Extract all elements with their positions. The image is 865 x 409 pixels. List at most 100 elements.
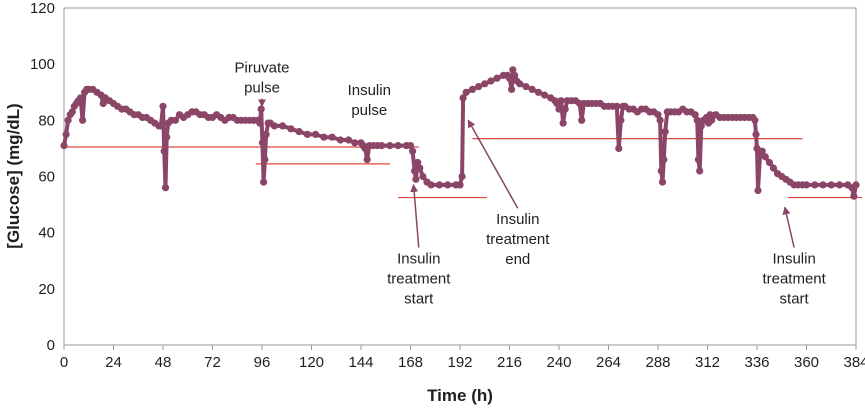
data-point <box>827 181 835 189</box>
data-point <box>693 116 701 124</box>
data-point <box>802 181 811 189</box>
annotation-label: Insulin <box>772 251 815 268</box>
data-point <box>414 158 422 167</box>
data-point <box>159 102 167 110</box>
x-tick-label: 192 <box>447 354 472 371</box>
data-point <box>769 164 778 172</box>
data-point <box>303 130 311 138</box>
data-point <box>475 83 483 91</box>
data-point <box>378 142 386 150</box>
data-point <box>660 156 668 164</box>
threshold-lines <box>64 137 863 199</box>
data-point <box>345 136 353 144</box>
annotation-label: pulse <box>244 80 280 97</box>
data-point <box>555 105 563 113</box>
data-point <box>456 181 464 189</box>
glucose-series <box>60 66 860 200</box>
data-point <box>708 116 716 124</box>
data-point <box>76 94 85 102</box>
data-point <box>444 181 452 189</box>
data-point <box>79 116 87 124</box>
data-point <box>752 130 760 138</box>
y-tick-label: 40 <box>38 225 55 242</box>
y-axis-title: [Glucose] (mg/dL) <box>4 103 23 248</box>
data-point <box>435 181 443 189</box>
annotation-label: Insulin <box>496 211 539 228</box>
x-tick-label: 336 <box>744 354 769 371</box>
x-tick-label: 312 <box>695 354 720 371</box>
data-point <box>320 133 328 141</box>
annotation-label: treatment <box>387 271 451 288</box>
data-point <box>754 186 762 195</box>
annotation-label: Insulin <box>397 251 440 268</box>
annotation-label: Piruvate <box>234 60 289 77</box>
data-point <box>691 111 699 119</box>
data-point <box>161 184 170 192</box>
data-point <box>386 142 394 150</box>
data-point <box>696 167 704 175</box>
annotation-label: Insulin <box>348 82 391 99</box>
data-point <box>262 130 270 138</box>
y-tick-label: 80 <box>38 112 55 129</box>
data-point <box>412 175 420 183</box>
data-point <box>661 128 669 136</box>
data-point <box>270 122 278 130</box>
data-point <box>394 142 402 150</box>
data-point <box>60 142 68 150</box>
y-tick-label: 20 <box>38 281 55 298</box>
data-point <box>615 144 623 152</box>
y-tick-label: 0 <box>47 337 55 354</box>
x-tick-label: 264 <box>596 354 621 371</box>
data-point <box>559 119 567 127</box>
data-point <box>613 102 621 110</box>
annotation-label: start <box>404 291 434 308</box>
data-point <box>578 116 586 124</box>
data-point <box>522 83 530 91</box>
data-point <box>654 111 662 119</box>
x-tick-label: 48 <box>155 354 172 371</box>
data-point <box>516 80 524 88</box>
x-axis-title: Time (h) <box>427 386 493 405</box>
data-point <box>363 156 371 164</box>
data-point <box>493 74 501 82</box>
data-point <box>852 181 860 189</box>
data-point <box>835 181 844 189</box>
annotation-label: end <box>505 251 530 268</box>
x-tick-label: 0 <box>60 354 68 371</box>
data-point <box>351 139 359 147</box>
data-point <box>336 136 344 144</box>
x-axis-ticks: 0 24 48 72 96 120 144 168 192 216 240 264 288 312 336 3… <box>60 345 865 371</box>
y-tick-label: 120 <box>30 0 55 17</box>
data-point <box>706 111 714 119</box>
data-point <box>427 181 435 189</box>
data-point <box>617 116 625 124</box>
data-point <box>751 116 759 124</box>
data-point <box>819 181 827 189</box>
data-point <box>509 66 517 74</box>
data-point <box>157 122 165 130</box>
annotation-arrow <box>782 206 795 248</box>
data-point <box>459 94 467 102</box>
x-tick-label: 144 <box>348 354 373 371</box>
annotation-label: pulse <box>351 102 387 119</box>
data-point <box>260 178 268 186</box>
y-tick-label: 60 <box>38 169 55 186</box>
data-point <box>62 130 70 138</box>
data-point <box>160 147 168 155</box>
x-tick-label: 120 <box>299 354 324 371</box>
data-point <box>163 133 171 141</box>
data-point <box>487 77 495 85</box>
x-tick-label: 240 <box>546 354 571 371</box>
data-point <box>511 71 519 79</box>
data-point <box>416 164 424 172</box>
x-tick-label: 216 <box>497 354 522 371</box>
data-point <box>64 116 72 124</box>
annotations: Piruvate pulse Insulin pulse Insulin treatmen… <box>234 60 826 308</box>
data-point <box>656 116 664 124</box>
data-point <box>256 119 264 127</box>
data-point <box>409 147 417 155</box>
data-point <box>508 85 516 93</box>
data-point <box>68 108 76 116</box>
data-point <box>811 181 819 189</box>
